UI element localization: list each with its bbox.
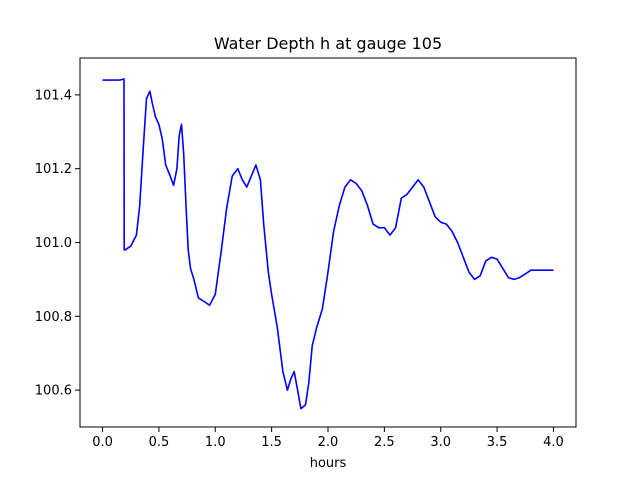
x-tick-label: 2.5: [374, 435, 395, 450]
y-tick-label: 100.6: [35, 384, 72, 399]
x-axis-label: hours: [310, 456, 347, 471]
series-layer: [102, 78, 554, 410]
chart-title: Water Depth h at gauge 105: [214, 34, 442, 53]
y-tick-label: 101.0: [35, 236, 72, 251]
x-tick-label: 4.0: [543, 435, 564, 450]
x-tick-label: 1.0: [205, 435, 226, 450]
x-tick-label: 1.5: [261, 435, 282, 450]
plot-area: [80, 58, 576, 427]
series-line: [102, 78, 554, 410]
x-tick-label: 0.5: [149, 435, 170, 450]
y-axis: 100.6 100.8 101.0 101.2 101.4: [35, 88, 80, 399]
x-axis: 0.0 0.5 1.0 1.5 2.0 2.5 3.0 3.5 4.0: [92, 427, 564, 450]
y-tick-label: 100.8: [35, 310, 72, 325]
x-tick-label: 0.0: [92, 435, 113, 450]
x-tick-label: 2.0: [318, 435, 339, 450]
x-tick-label: 3.0: [430, 435, 451, 450]
x-tick-label: 3.5: [487, 435, 508, 450]
y-tick-label: 101.2: [35, 162, 72, 177]
y-tick-label: 101.4: [35, 88, 72, 103]
